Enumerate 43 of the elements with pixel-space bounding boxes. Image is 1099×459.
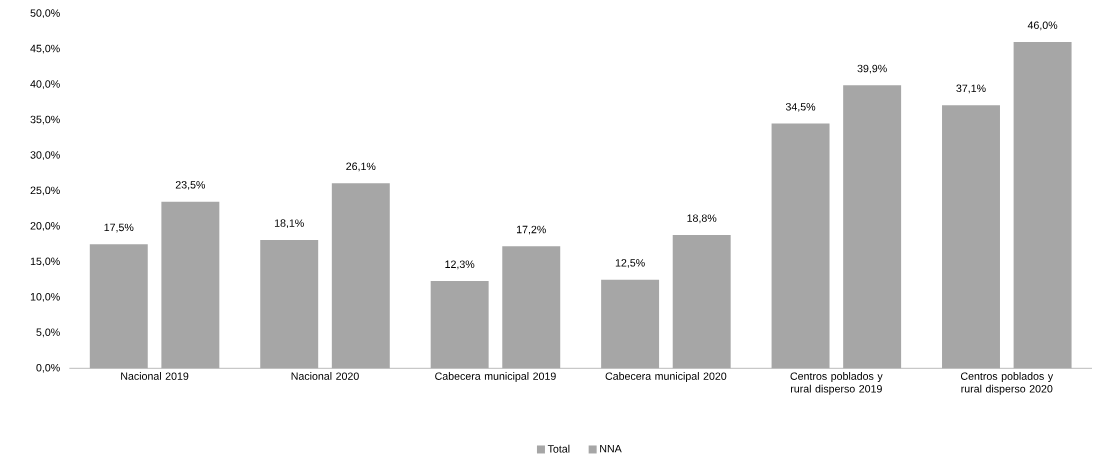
bar xyxy=(601,279,660,369)
bar xyxy=(843,85,902,369)
y-tick-label: 25,0% xyxy=(30,186,60,196)
bar xyxy=(771,123,830,369)
x-tick-label: Cabecera municipal 2019 xyxy=(435,371,556,382)
data-label: 34,5% xyxy=(785,102,816,112)
y-tick-label: 30,0% xyxy=(30,150,60,160)
data-label: 17,5% xyxy=(104,223,134,233)
legend-label: NNA xyxy=(600,444,622,453)
y-tick-label: 15,0% xyxy=(30,257,60,267)
data-label: 12,3% xyxy=(445,260,475,270)
bar xyxy=(672,234,731,369)
bar xyxy=(430,280,489,369)
y-tick-label: 45,0% xyxy=(30,44,60,54)
bar xyxy=(260,239,319,369)
data-label: 12,5% xyxy=(615,258,645,268)
bar xyxy=(1013,41,1072,369)
data-label: 37,1% xyxy=(956,84,986,94)
y-tick-label: 50,0% xyxy=(30,9,60,18)
data-label: 46,0% xyxy=(1027,21,1058,30)
y-tick-label: 20,0% xyxy=(30,221,60,231)
legend-label: Total xyxy=(547,444,570,453)
bar xyxy=(331,182,390,369)
y-tick-label: 10,0% xyxy=(30,292,60,302)
data-label: 18,1% xyxy=(274,219,304,228)
y-tick-label: 35,0% xyxy=(30,115,60,125)
data-label: 23,5% xyxy=(175,180,206,190)
y-tick-label: 5,0% xyxy=(36,328,60,338)
data-label: 18,8% xyxy=(687,214,717,223)
bar xyxy=(89,243,148,369)
data-label: 26,1% xyxy=(346,162,376,172)
data-label: 39,9% xyxy=(857,64,887,74)
data-label: 17,2% xyxy=(517,225,546,235)
bar xyxy=(942,104,1000,369)
bar xyxy=(161,201,220,369)
y-tick-label: 40,0% xyxy=(30,79,60,89)
x-tick-label: Cabecera municipal 2020 xyxy=(605,371,727,382)
x-tick-label: Nacional 2019 xyxy=(121,371,189,380)
x-tick-label: Centros poblados y rural disperso 2019 xyxy=(790,371,883,395)
x-tick-label: Nacional 2020 xyxy=(291,371,359,380)
bar xyxy=(502,246,561,369)
y-tick-label: 0,0% xyxy=(36,363,60,373)
x-tick-label: Centros poblados y rural disperso 2020 xyxy=(960,371,1054,395)
